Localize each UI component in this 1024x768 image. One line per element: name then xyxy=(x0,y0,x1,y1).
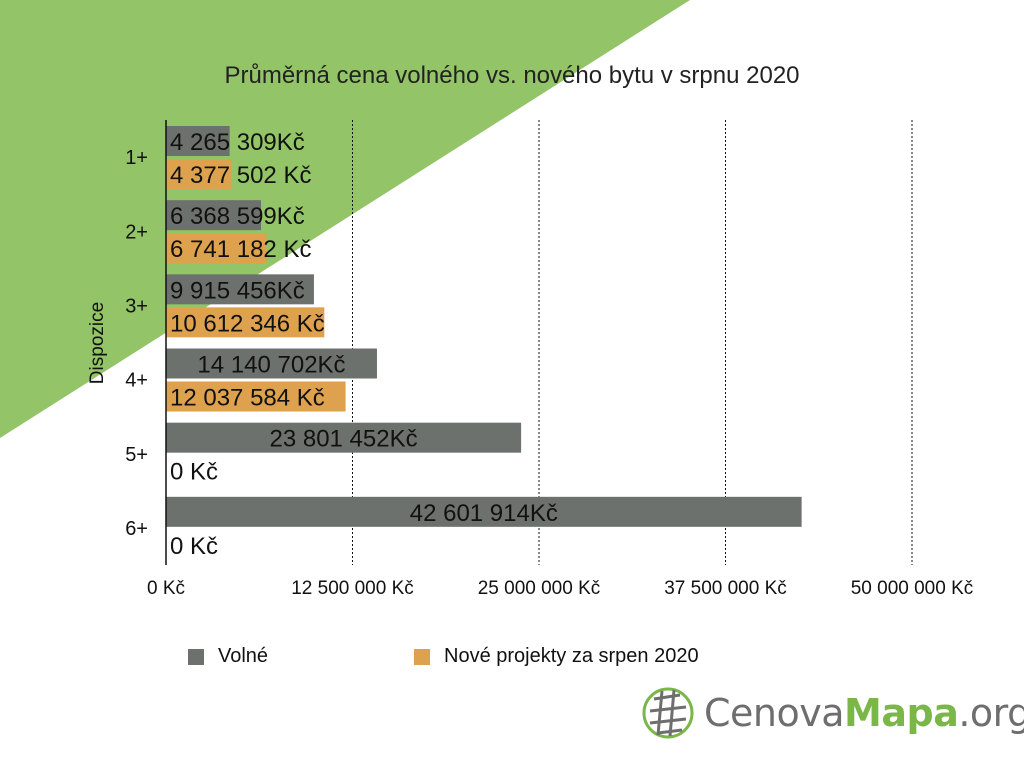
data-label: 0 Kč xyxy=(170,533,218,560)
bar xyxy=(166,233,267,264)
category-label: 5+ xyxy=(125,444,148,466)
data-label: 6 368 599Kč xyxy=(170,203,305,230)
data-label: 4 377 502 Kč xyxy=(170,162,311,189)
data-label: 10 612 346 Kč xyxy=(170,310,325,337)
bar xyxy=(166,381,346,412)
legend-item-volne: Volné xyxy=(188,645,268,668)
bar xyxy=(166,126,230,156)
data-label: 23 801 452Kč xyxy=(269,426,417,453)
data-label: 14 140 702Kč xyxy=(197,352,345,379)
x-tick-label: 12 500 000 Kč xyxy=(291,578,414,599)
data-label: 42 601 914Kč xyxy=(410,500,558,527)
logo-text-mapa: Mapa xyxy=(844,691,959,735)
category-label: 6+ xyxy=(125,518,148,540)
x-tick-label: 50 000 000 Kč xyxy=(851,578,974,599)
bar xyxy=(166,496,802,527)
data-label: 6 741 182 Kč xyxy=(170,236,311,263)
bar xyxy=(166,422,522,453)
bar-chart: 4 265 309Kč 4 377 502 Kč 1+ 6 368 599Kč 6 74… xyxy=(87,120,974,599)
legend-label-nove: Nové projekty za srpen 2020 xyxy=(444,645,699,667)
legend-swatch-nove xyxy=(414,648,430,665)
logo-text-cenova: Cenova xyxy=(704,691,845,735)
category-label: 4+ xyxy=(125,370,148,392)
chart-title: Průměrná cena volného vs. nového bytu v … xyxy=(224,62,800,89)
legend-item-nove: Nové projekty za srpen 2020 xyxy=(414,645,699,668)
category-label: 2+ xyxy=(125,221,148,243)
data-label: 12 037 584 Kč xyxy=(170,385,325,412)
bar xyxy=(166,200,262,231)
bar xyxy=(166,348,377,379)
data-label: 9 915 456Kč xyxy=(170,277,305,304)
category-label: 3+ xyxy=(125,295,148,317)
cenovamapa-logo: CenovaMapa.org xyxy=(640,685,1024,741)
x-tick-label: 37 500 000 Kč xyxy=(664,578,787,599)
category-label: 1+ xyxy=(125,147,148,169)
bar xyxy=(166,307,325,338)
y-axis-title: Dispozice xyxy=(87,302,108,384)
logo-text-org: .org xyxy=(958,691,1024,735)
bar xyxy=(166,159,232,189)
legend-swatch-volne xyxy=(188,648,204,665)
data-label: 4 265 309Kč xyxy=(170,129,305,156)
x-tick-label: 25 000 000 Kč xyxy=(478,578,601,599)
globe-icon xyxy=(642,687,694,739)
x-tick-label: 0 Kč xyxy=(147,578,185,599)
bar xyxy=(166,274,314,305)
legend-label-volne: Volné xyxy=(218,645,269,667)
data-label: 0 Kč xyxy=(170,459,218,486)
